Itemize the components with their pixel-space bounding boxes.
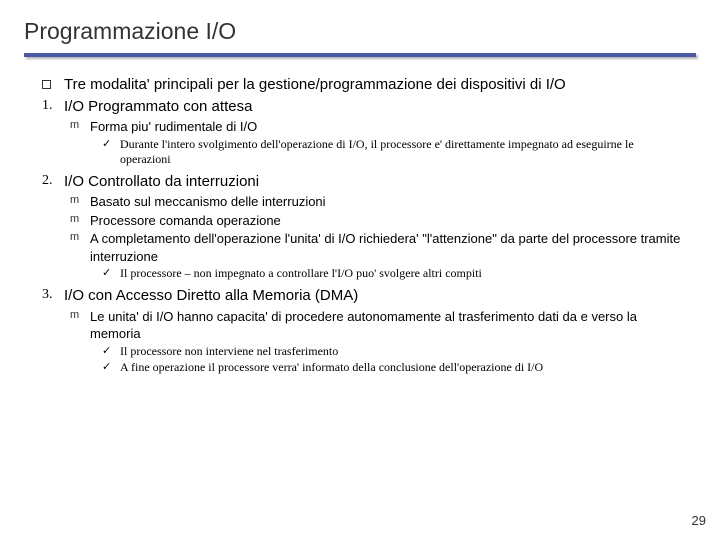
- item-text: Le unita' di I/O hanno capacita' di proc…: [90, 308, 686, 343]
- list-item: m Forma piu' rudimentale di I/O: [70, 118, 686, 136]
- check-icon: ✓: [102, 344, 120, 358]
- list-item: m Processore comanda operazione: [70, 212, 686, 230]
- item-text: Processore comanda operazione: [90, 212, 281, 230]
- item-text: Basato sul meccanismo delle interruzioni: [90, 193, 326, 211]
- section-number: 2.: [42, 172, 64, 190]
- list-item: m A completamento dell'operazione l'unit…: [70, 230, 686, 265]
- page-number: 29: [692, 513, 706, 528]
- section-2: 2. I/O Controllato da interruzioni: [42, 172, 686, 192]
- check-icon: ✓: [102, 137, 120, 151]
- intro-text: Tre modalita' principali per la gestione…: [64, 75, 566, 95]
- sub-text: A fine operazione il processore verra' i…: [120, 360, 543, 376]
- item-text: Forma piu' rudimentale di I/O: [90, 118, 257, 136]
- sub-text: Durante l'intero svolgimento dell'operaz…: [120, 137, 686, 168]
- check-icon: ✓: [102, 360, 120, 374]
- section-number: 1.: [42, 97, 64, 115]
- list-item: m Basato sul meccanismo delle interruzio…: [70, 193, 686, 211]
- m-bullet-icon: m: [70, 212, 90, 227]
- sub-item: ✓ Durante l'intero svolgimento dell'oper…: [102, 137, 686, 168]
- intro-item: Tre modalita' principali per la gestione…: [42, 75, 686, 95]
- slide-content: Tre modalita' principali per la gestione…: [24, 75, 696, 376]
- sub-text: Il processore – non impegnato a controll…: [120, 266, 482, 282]
- square-bullet-icon: [42, 75, 64, 93]
- check-icon: ✓: [102, 266, 120, 280]
- sub-text: Il processore non interviene nel trasfer…: [120, 344, 338, 360]
- m-bullet-icon: m: [70, 308, 90, 323]
- m-bullet-icon: m: [70, 193, 90, 208]
- m-bullet-icon: m: [70, 230, 90, 245]
- sub-item: ✓ Il processore – non impegnato a contro…: [102, 266, 686, 282]
- m-bullet-icon: m: [70, 118, 90, 133]
- sub-item: ✓ Il processore non interviene nel trasf…: [102, 344, 686, 360]
- section-3: 3. I/O con Accesso Diretto alla Memoria …: [42, 286, 686, 306]
- section-title: I/O con Accesso Diretto alla Memoria (DM…: [64, 286, 358, 306]
- section-number: 3.: [42, 286, 64, 304]
- section-title: I/O Programmato con attesa: [64, 97, 252, 117]
- title-underline: [24, 53, 696, 57]
- sub-item: ✓ A fine operazione il processore verra'…: [102, 360, 686, 376]
- section-title: I/O Controllato da interruzioni: [64, 172, 259, 192]
- section-1: 1. I/O Programmato con attesa: [42, 97, 686, 117]
- list-item: m Le unita' di I/O hanno capacita' di pr…: [70, 308, 686, 343]
- slide-title: Programmazione I/O: [24, 18, 696, 45]
- item-text: A completamento dell'operazione l'unita'…: [90, 230, 686, 265]
